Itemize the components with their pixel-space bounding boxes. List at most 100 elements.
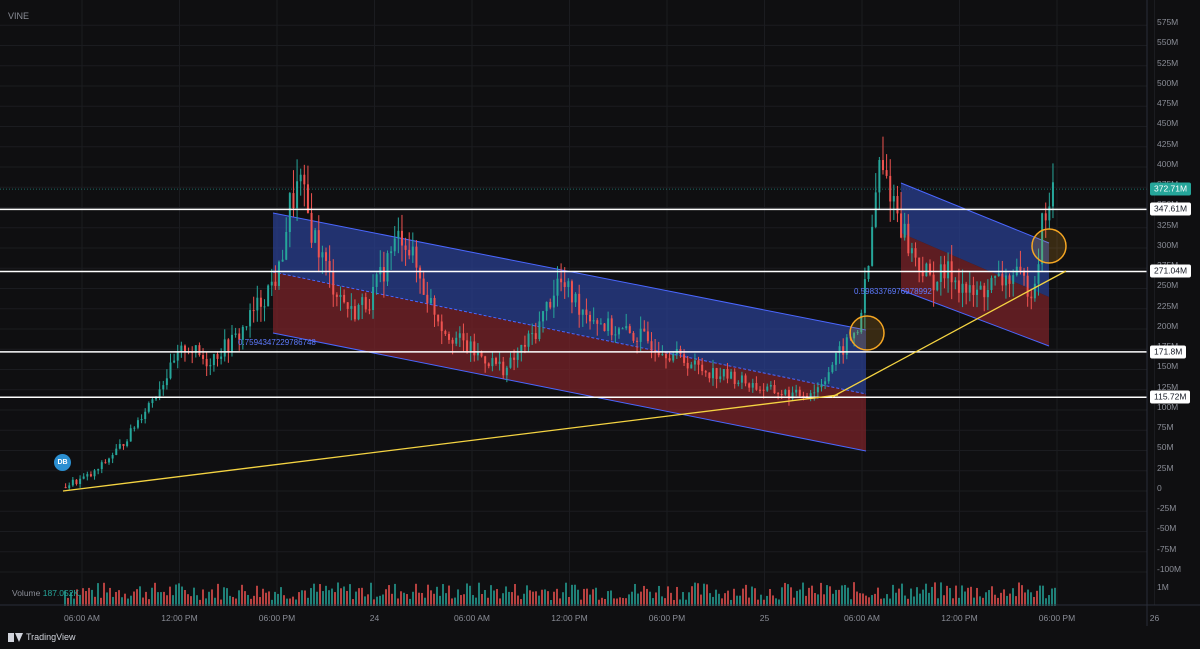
volume-bar	[382, 594, 384, 606]
price-tag: 347.61M	[1150, 202, 1192, 216]
volume-bar	[685, 599, 687, 606]
candle-body	[983, 285, 986, 298]
volume-bar	[943, 595, 945, 606]
candle-body	[151, 399, 154, 404]
fib-label-1: 0.7594347229786748	[238, 338, 316, 347]
candle-body	[751, 383, 754, 388]
price-tag: 171.8M	[1150, 345, 1187, 359]
volume-bar	[217, 583, 219, 606]
volume-bar	[82, 588, 84, 606]
volume-bar	[331, 588, 333, 606]
volume-bar	[196, 595, 198, 606]
candle-body	[845, 337, 848, 355]
price-tick: 575M	[1157, 17, 1179, 27]
time-tick: 06:00 AM	[64, 613, 100, 623]
candle-body	[957, 280, 960, 293]
time-tick: 24	[369, 613, 380, 623]
volume-bar	[979, 596, 981, 606]
volume-bar	[427, 584, 429, 606]
volume-bar	[751, 586, 753, 606]
volume-bar	[535, 591, 537, 606]
brand-footer[interactable]: TradingView	[8, 632, 76, 642]
price-tick: 50M	[1157, 442, 1174, 453]
candle-body	[997, 273, 1000, 277]
volume-bar	[88, 587, 90, 606]
candle-body	[947, 261, 950, 279]
candle-body	[574, 293, 577, 303]
candle-body	[111, 455, 114, 459]
db-badge-icon[interactable]: DB	[54, 454, 71, 471]
volume-bar	[139, 586, 141, 606]
volume-bar	[931, 586, 933, 606]
price-tick: 200M	[1157, 320, 1179, 331]
candle-body	[827, 372, 830, 382]
candle-body	[1008, 275, 1011, 284]
price-tick: 125M	[1157, 381, 1179, 392]
volume-bar	[1051, 588, 1053, 606]
volume-bar	[733, 588, 735, 606]
candle-body	[972, 285, 975, 295]
volume-bar	[322, 591, 324, 606]
volume-bar	[724, 593, 726, 606]
price-tick: 325M	[1157, 219, 1179, 230]
channel-1-bottom-line	[272, 332, 867, 452]
volume-bar	[646, 588, 648, 606]
volume-bar	[187, 594, 189, 606]
volume-bar	[346, 590, 348, 606]
volume-bar	[214, 597, 216, 606]
candle-body	[1033, 283, 1036, 299]
candle-body	[860, 312, 863, 333]
candle-body	[252, 310, 255, 312]
candle-body	[1030, 296, 1033, 299]
volume-bar	[256, 585, 258, 606]
price-tick: 450M	[1157, 118, 1179, 129]
volume-bar	[595, 587, 597, 606]
volume-bar	[253, 595, 255, 606]
time-tick: 06:00 AM	[844, 613, 880, 623]
volume-bar	[283, 595, 285, 606]
trendline-2	[831, 270, 1067, 398]
volume-bar	[727, 590, 729, 606]
time-tick: 12:00 PM	[941, 613, 978, 623]
candle-body	[180, 345, 183, 353]
candle-body	[549, 301, 552, 308]
volume-bar	[127, 598, 129, 606]
volume-bar	[967, 587, 969, 606]
volume-bar	[982, 597, 984, 606]
candle-body	[234, 333, 237, 335]
candle-body	[628, 326, 631, 333]
candle-body	[654, 350, 657, 352]
volume-bar	[928, 592, 930, 606]
volume-bar	[397, 598, 399, 606]
volume-bar	[517, 595, 519, 606]
price-axis[interactable]: 575M550M525M500M475M450M425M400M375M350M…	[1147, 0, 1200, 605]
candle-body	[245, 326, 248, 328]
candle-body	[498, 361, 501, 364]
volume-bar	[457, 589, 459, 606]
symbol-label: VINE	[8, 11, 30, 21]
candle-body	[925, 263, 928, 277]
tradingview-logo-icon	[8, 632, 23, 642]
candle-body	[527, 333, 530, 347]
candle-body	[1051, 182, 1054, 207]
volume-bar	[430, 590, 432, 606]
volume-bar	[205, 598, 207, 606]
candle-body	[491, 358, 494, 367]
volume-bar	[883, 598, 885, 606]
candle-body	[1037, 264, 1040, 284]
volume-bar	[1000, 592, 1002, 606]
candle-body	[476, 351, 479, 356]
volume-bar	[106, 592, 108, 606]
candle-body	[328, 261, 331, 272]
time-tick: 06:00 AM	[454, 613, 490, 623]
candle-body	[697, 360, 700, 365]
candle-body	[542, 311, 545, 322]
candle-body	[921, 270, 924, 277]
volume-bar	[940, 582, 942, 606]
time-axis[interactable]: 06:00 AM 12:00 PM 06:00 PM 24 06:00 AM 12:00 …	[0, 608, 1159, 626]
volume-bar	[811, 585, 813, 606]
volume-bar	[184, 590, 186, 606]
candle-body	[759, 389, 762, 391]
